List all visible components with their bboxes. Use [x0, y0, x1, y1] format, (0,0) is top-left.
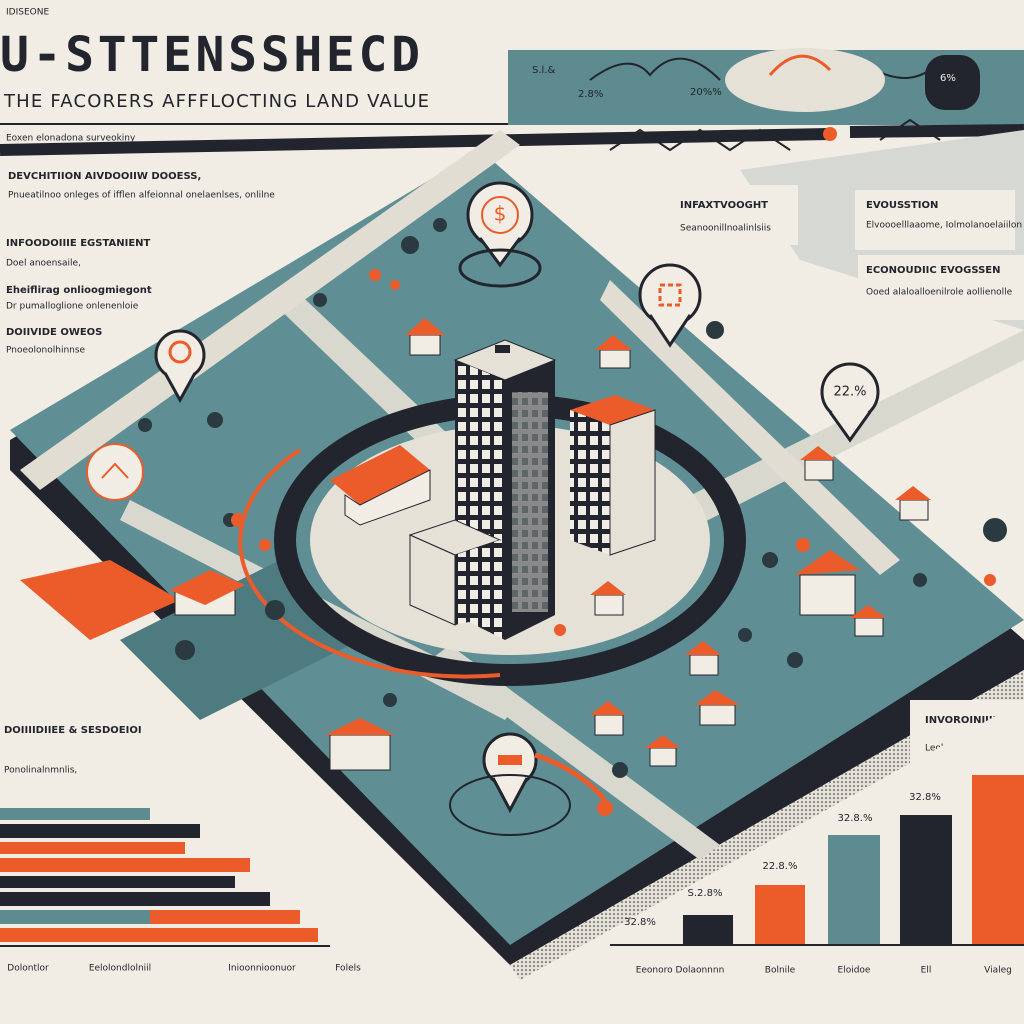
note-heading: INFOODOIIIE EGSTANIENT — [6, 238, 151, 249]
value-label: 32.8% — [624, 917, 656, 928]
pins — [86, 181, 880, 836]
timeline-label: 6% — [940, 73, 956, 84]
note-box — [0, 160, 300, 220]
building-roof — [570, 395, 655, 425]
note-text: Pnueatilnoo onleges of ifflen alfeionnal… — [8, 191, 275, 201]
kicker: IDISEONE — [6, 8, 49, 18]
axis-label: Eelolondlolniil — [89, 964, 151, 974]
chart-heading: INVOROINIIIICT — [925, 715, 1011, 726]
note-text: Seanoonillnoalinlsiis — [680, 224, 771, 234]
note-heading: Eheiflirag onlioogmiegont — [6, 285, 152, 296]
timeline-label: 2.8% — [578, 89, 603, 100]
road — [600, 280, 900, 575]
note-heading: INFAXTVOOGHT — [680, 200, 768, 211]
category-label: Bolnile — [765, 966, 796, 976]
building-side — [609, 409, 656, 556]
road — [430, 645, 720, 860]
note-box — [858, 255, 1024, 320]
note-text: Dr pumalloglione onlenenloie — [6, 302, 139, 312]
building-face — [570, 410, 610, 555]
orange-trees — [231, 269, 996, 816]
note-text: Ooed alaloalloenilrole aollienolle — [866, 288, 1013, 298]
chart-text: Ponolinalnmnlis, — [4, 766, 77, 776]
value-label: S.2.8% — [688, 888, 723, 899]
note-heading: DEVCHITIION AIVDOOIIW DOOESS, — [8, 171, 201, 182]
timeline-dot — [823, 127, 837, 141]
value-label: 32.8.% — [838, 813, 873, 824]
house — [344, 469, 431, 526]
timeline-label: 20%% — [690, 87, 722, 98]
axis-label: Folels — [335, 964, 361, 974]
timeline-label: S.l.& — [532, 65, 555, 76]
tower-vent — [495, 345, 510, 353]
building-side — [455, 540, 500, 625]
note-heading: ECONOUDIIC EVOGSSEN — [866, 265, 1000, 276]
hbars — [0, 808, 330, 947]
badge — [925, 55, 980, 110]
note-heading: EVOUSSTION — [866, 200, 938, 211]
cloud — [725, 48, 885, 112]
subtitle: THE FACORERS AFFFLOCTING LAND VALUE — [3, 91, 429, 112]
note-text: Doel anoensaile, — [6, 259, 81, 269]
value-label: 22.8.% — [763, 861, 798, 872]
axis-label: Dolontlor — [7, 964, 49, 974]
map-edge — [510, 670, 1024, 980]
value-label: 32.8% — [909, 792, 941, 803]
header-box — [0, 0, 500, 122]
houses — [170, 318, 931, 771]
axis-label: Inioonnioonuor — [228, 964, 296, 974]
note-box — [0, 230, 260, 275]
category-label: Eloidoe — [838, 966, 871, 976]
pin-label: $ — [494, 202, 507, 226]
pin-label: 22.% — [833, 385, 866, 400]
house-roof — [330, 445, 430, 505]
arc — [768, 54, 832, 76]
vbars — [610, 775, 1024, 946]
category-label: Vialeg — [984, 966, 1012, 976]
note-heading: DOIIVIDE OWEOS — [6, 327, 102, 338]
zigzag — [609, 118, 941, 152]
caption: Eoxen elonadona surveokiny — [6, 134, 136, 144]
chart-heading: DOIIIIDIIEE & SESDOEIOI — [4, 725, 142, 736]
note-box — [668, 185, 798, 245]
tower-windows — [512, 392, 548, 612]
title: U-STTENSSHECD — [0, 27, 420, 83]
road — [20, 130, 520, 490]
note-box — [855, 190, 1015, 250]
category-label: Ell — [921, 966, 932, 976]
note-text: Elvoooelllaaome, Iolmolanoelaiilon — [866, 221, 1022, 231]
note-text: Pnoeolonolhinnse — [6, 346, 86, 356]
note-box — [0, 710, 110, 795]
field — [20, 560, 180, 640]
timeline — [849, 124, 1024, 138]
category-label: Eeonoro Dolaonnnn — [636, 966, 725, 976]
